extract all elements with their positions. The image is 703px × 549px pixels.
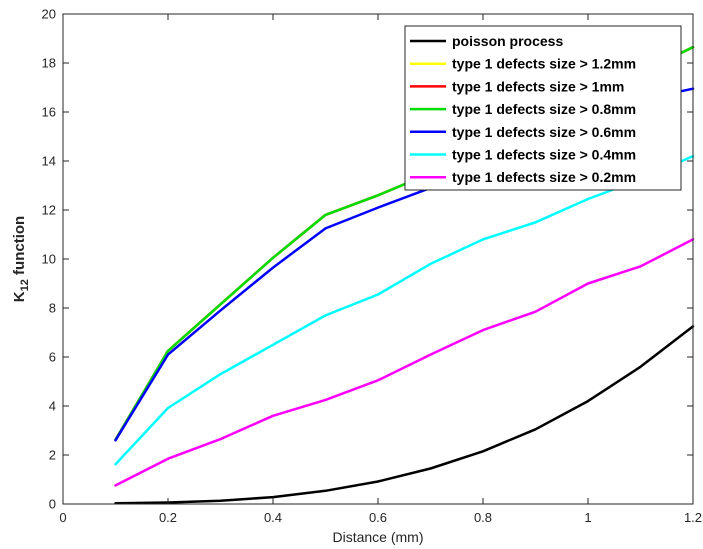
- x-tick-label: 1: [584, 510, 591, 525]
- legend-label-6: type 1 defects size > 0.2mm: [452, 169, 636, 185]
- legend-items: poisson process type 1 defects size > 1.2…: [410, 33, 636, 185]
- y-axis-title-main: K: [11, 291, 28, 302]
- y-tick-labels: 0 2 4 6 8 10 12 14 16 18 20: [42, 7, 56, 512]
- series-layer: [114, 45, 695, 505]
- legend-label-2: type 1 defects size > 1mm: [452, 78, 624, 94]
- legend-label-1: type 1 defects size > 1.2mm: [452, 56, 636, 72]
- y-tick-label: 20: [42, 7, 56, 22]
- y-tick-label: 16: [42, 105, 56, 120]
- y-tick-label: 12: [42, 203, 56, 218]
- x-tick-label: 0.8: [474, 510, 492, 525]
- legend: poisson process type 1 defects size > 1.2…: [404, 25, 682, 191]
- x-tick-label: 0.2: [159, 510, 177, 525]
- legend-label-5: type 1 defects size > 0.4mm: [452, 147, 636, 163]
- y-tick-label: 2: [49, 448, 56, 463]
- x-tick-labels: 0 0.2 0.4 0.6 0.8 1 1.2: [59, 510, 702, 525]
- x-tick-label: 1.2: [684, 510, 702, 525]
- legend-label-0: poisson process: [452, 33, 563, 49]
- legend-label-4: type 1 defects size > 0.6mm: [452, 124, 636, 140]
- y-tick-label: 18: [42, 56, 56, 71]
- series-line-0: [114, 325, 695, 505]
- series-line-6: [114, 238, 695, 487]
- series-line-5: [114, 154, 695, 466]
- axes-layer: [62, 13, 694, 505]
- y-axis-title-suffix: function: [11, 216, 28, 279]
- y-tick-label: 14: [42, 154, 56, 169]
- y-tick-label: 6: [49, 350, 56, 365]
- y-axis-title-subscript: 12: [19, 279, 31, 291]
- x-axis-title: Distance (mm): [332, 529, 423, 545]
- y-axis-title: K12 function: [11, 216, 31, 302]
- x-tick-label: 0.4: [264, 510, 282, 525]
- x-tick-label: 0.6: [369, 510, 387, 525]
- y-tick-label: 10: [42, 252, 56, 267]
- y-tick-label: 0: [49, 497, 56, 512]
- legend-label-3: type 1 defects size > 0.8mm: [452, 101, 636, 117]
- y-tick-label: 4: [49, 399, 56, 414]
- legend-box: [404, 25, 682, 191]
- x-tick-label: 0: [59, 510, 66, 525]
- y-tick-label: 8: [49, 301, 56, 316]
